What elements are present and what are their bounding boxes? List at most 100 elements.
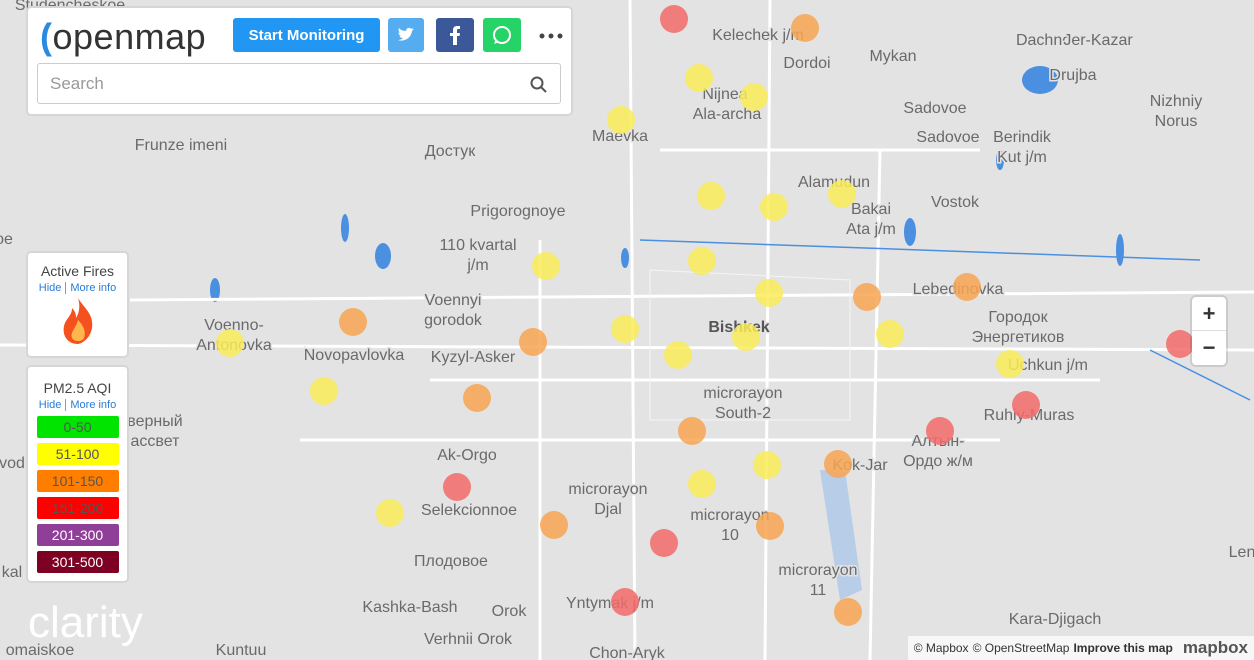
sensor-marker[interactable] bbox=[824, 450, 852, 478]
sensor-marker[interactable] bbox=[756, 512, 784, 540]
sensor-marker[interactable] bbox=[697, 182, 725, 210]
place-label: ассвет bbox=[131, 433, 181, 450]
water bbox=[210, 66, 1124, 600]
sensor-marker[interactable] bbox=[996, 350, 1024, 378]
more-menu[interactable] bbox=[539, 33, 563, 39]
sensor-marker[interactable] bbox=[664, 341, 692, 369]
sensor-marker[interactable] bbox=[376, 499, 404, 527]
attribution: © Mapbox © OpenStreetMap Improve this ma… bbox=[907, 636, 1254, 660]
osm-credit[interactable]: © OpenStreetMap bbox=[972, 641, 1070, 655]
sensor-marker[interactable] bbox=[650, 529, 678, 557]
sensor-marker[interactable] bbox=[607, 106, 635, 134]
place-label: Orok bbox=[492, 603, 528, 620]
aqi-level: 101-150 bbox=[36, 470, 119, 492]
sensor-marker[interactable] bbox=[685, 64, 713, 92]
sensor-marker[interactable] bbox=[760, 193, 788, 221]
sensor-marker[interactable] bbox=[1166, 330, 1194, 358]
sensor-marker[interactable] bbox=[791, 14, 819, 42]
sensor-marker[interactable] bbox=[519, 328, 547, 356]
search-icon[interactable] bbox=[530, 76, 548, 94]
place-label: Voennyi bbox=[425, 292, 482, 309]
place-label: Ордо ж/м bbox=[903, 453, 973, 470]
improve-link[interactable]: Improve this map bbox=[1073, 641, 1173, 655]
place-label: microrayon bbox=[703, 385, 782, 402]
sensor-marker[interactable] bbox=[463, 384, 491, 412]
place-label: 110 kvartal bbox=[439, 237, 516, 254]
place-label: Dordoi bbox=[783, 55, 830, 72]
place-label: microrayon bbox=[690, 507, 769, 524]
place-label: oe bbox=[0, 231, 13, 248]
fire-icon bbox=[63, 298, 92, 344]
place-label: Ala-archa bbox=[693, 106, 762, 123]
sensor-marker[interactable] bbox=[740, 83, 768, 111]
sensor-marker[interactable] bbox=[688, 247, 716, 275]
place-label: microrayon bbox=[568, 481, 647, 498]
start-monitoring-button[interactable]: Start Monitoring bbox=[233, 18, 380, 52]
sensor-marker[interactable] bbox=[732, 323, 760, 351]
place-label: верный bbox=[127, 413, 182, 430]
sensor-marker[interactable] bbox=[853, 283, 881, 311]
sensor-marker[interactable] bbox=[611, 588, 639, 616]
zoom-control: + − bbox=[1192, 297, 1226, 365]
sensor-marker[interactable] bbox=[953, 273, 981, 301]
header-panel: (openmap Start Monitoring Search bbox=[26, 6, 573, 116]
place-label: kal bbox=[2, 564, 22, 581]
logo[interactable]: (openmap bbox=[40, 16, 206, 58]
sensor-marker[interactable] bbox=[216, 329, 244, 357]
sensor-marker[interactable] bbox=[755, 279, 783, 307]
sensor-marker[interactable] bbox=[611, 315, 639, 343]
place-label: Djal bbox=[594, 501, 622, 518]
logo-icon: ( bbox=[40, 16, 53, 57]
sensor-marker[interactable] bbox=[1012, 391, 1040, 419]
place-label: Nizhniy bbox=[1150, 93, 1202, 110]
hide-link[interactable]: Hide bbox=[38, 282, 62, 294]
sensor-marker[interactable] bbox=[339, 308, 367, 336]
place-label: Frunze imeni bbox=[135, 137, 227, 154]
whatsapp-icon bbox=[493, 26, 511, 44]
facebook-icon bbox=[450, 26, 460, 45]
search-input[interactable]: Search bbox=[37, 63, 561, 104]
place-label: gorodok bbox=[424, 312, 483, 329]
sensor-marker[interactable] bbox=[828, 180, 856, 208]
place-label: microrayon bbox=[778, 562, 857, 579]
sensor-marker[interactable] bbox=[876, 320, 904, 348]
more-info-link[interactable]: More info bbox=[70, 282, 117, 294]
facebook-button[interactable] bbox=[436, 18, 474, 52]
aqi-level: 201-300 bbox=[36, 524, 119, 546]
aqi-level: 151-200 bbox=[36, 497, 119, 519]
search-placeholder: Search bbox=[50, 74, 104, 93]
sensor-marker[interactable] bbox=[660, 5, 688, 33]
place-label: vod bbox=[0, 455, 25, 472]
zoom-in[interactable]: + bbox=[1192, 297, 1226, 331]
sensor-marker[interactable] bbox=[926, 417, 954, 445]
place-label: Verhnii Orok bbox=[424, 631, 513, 648]
place-label: South-2 bbox=[715, 405, 771, 422]
sensor-marker[interactable] bbox=[753, 451, 781, 479]
place-label: Плодовое bbox=[414, 553, 488, 570]
sensor-marker[interactable] bbox=[678, 417, 706, 445]
mapbox-credit[interactable]: © Mapbox bbox=[913, 641, 969, 655]
twitter-button[interactable] bbox=[388, 18, 424, 52]
active-fires-panel: Active Fires Hide More info bbox=[26, 251, 129, 358]
place-label: Berindik bbox=[993, 129, 1052, 146]
sensor-marker[interactable] bbox=[532, 252, 560, 280]
place-label: Maevka bbox=[592, 128, 648, 145]
place-label: Kelechek j/m bbox=[712, 27, 804, 44]
whatsapp-button[interactable] bbox=[483, 18, 521, 52]
place-label: omaiskoe bbox=[6, 642, 75, 659]
sensor-marker[interactable] bbox=[310, 377, 338, 405]
place-label: 11 bbox=[810, 582, 827, 599]
sensor-marker[interactable] bbox=[540, 511, 568, 539]
place-label: Uchkun j/m bbox=[1008, 357, 1088, 374]
more-info-link[interactable]: More info bbox=[70, 399, 117, 411]
sensor-marker[interactable] bbox=[443, 473, 471, 501]
zoom-out[interactable]: − bbox=[1202, 335, 1216, 360]
place-label: Городок bbox=[988, 309, 1048, 326]
hide-link[interactable]: Hide bbox=[38, 399, 62, 411]
sensor-marker[interactable] bbox=[834, 598, 862, 626]
sensor-marker[interactable] bbox=[688, 470, 716, 498]
aqi-level: 0-50 bbox=[36, 416, 119, 438]
aqi-level: 301-500 bbox=[36, 551, 119, 573]
